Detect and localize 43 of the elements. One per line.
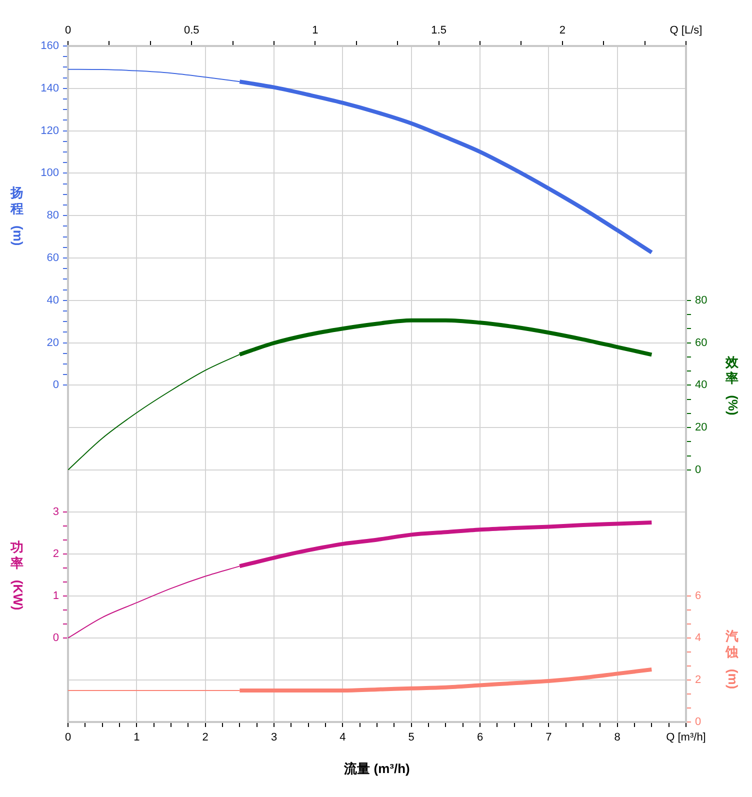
x2-tick-label: 0 [64,24,72,36]
y2-tick-label: 4 [695,632,702,644]
y2-tick-label: 20 [695,422,708,434]
x-tick-label: Q [m³/h] [666,732,706,744]
y-tick-label: 60 [46,252,59,264]
y2-tick-label: 0 [695,464,702,476]
y-tick-label: 0 [52,379,59,392]
x-tick-label: 3 [270,732,278,744]
x-tick-label: 5 [408,732,414,744]
y2-axis-title: 效率 (%) [724,354,740,416]
x-tick-label: 4 [340,732,346,744]
y2-tick-label: 80 [695,294,708,306]
y-tick-label: 2 [52,548,59,560]
x2-tick-label: 0.5 [184,24,200,36]
y-tick-label: 120 [40,124,59,137]
y2-tick-label: 6 [695,590,702,602]
x2-tick-label: Q [L/s] [670,24,702,36]
y-tick-label: 1 [52,590,59,602]
y-tick-label: 140 [40,82,59,94]
x2-tick-label: 2 [559,24,566,36]
y-tick-label: 3 [52,506,59,518]
x2-tick-label: 1 [312,24,318,36]
y2-tick-label: 0 [695,716,702,728]
y-tick-label: 0 [52,632,59,644]
x-tick-label: 7 [546,732,552,744]
y2-tick-label: 40 [695,379,708,392]
y2-tick-label: 2 [695,674,702,686]
y-tick-label: 80 [46,210,59,222]
y-tick-label: 20 [46,336,59,349]
x-tick-label: 2 [202,732,208,744]
y-axis-title: 扬程 (m) [10,185,26,246]
x-tick-label: 8 [614,732,620,744]
x-tick-label: 0 [64,732,72,744]
y-tick-label: 40 [46,294,59,306]
x2-tick-label: 1.5 [431,24,446,36]
x-axis-title: 流量 (m³/h) [343,760,410,776]
y2-tick-label: 60 [695,336,708,349]
y-tick-label: 160 [40,40,59,52]
y-axis-title: 功率 (KW) [10,539,26,610]
x-tick-label: 1 [134,732,140,744]
y2-axis-title: 汽蚀 (m) [724,628,740,690]
y-tick-label: 100 [40,167,59,180]
x-tick-label: 6 [476,732,484,744]
